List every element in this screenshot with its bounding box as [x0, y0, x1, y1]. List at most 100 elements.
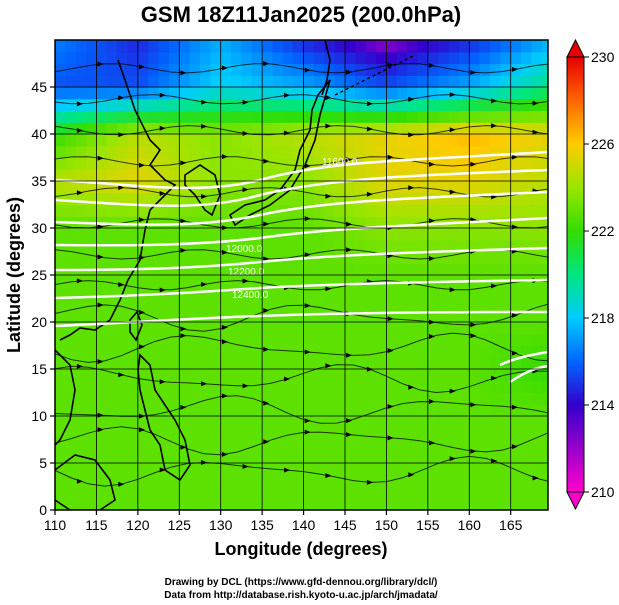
heatmap-cell — [168, 87, 180, 100]
heatmap-cell — [334, 75, 346, 88]
heatmap-cell — [65, 192, 77, 206]
heatmap-cell — [376, 51, 388, 65]
heatmap-cell — [386, 87, 398, 100]
heatmap-cell — [531, 369, 543, 382]
heatmap-cell — [458, 192, 470, 206]
heatmap-cell — [241, 110, 253, 123]
heatmap-cell — [334, 169, 346, 182]
heatmap-cell — [386, 427, 398, 441]
heatmap-cell — [96, 333, 108, 347]
heatmap-cell — [148, 369, 160, 382]
heatmap-cell — [200, 275, 211, 288]
heatmap-cell — [117, 98, 129, 112]
heatmap-cell — [106, 498, 118, 510]
heatmap-cell — [86, 181, 98, 194]
heatmap-cell — [168, 263, 180, 276]
heatmap-cell — [427, 286, 439, 300]
heatmap-cell — [417, 204, 429, 217]
heatmap-cell — [541, 98, 548, 112]
heatmap-cell — [386, 392, 398, 405]
heatmap-cell — [117, 228, 129, 241]
heatmap-cell — [148, 310, 160, 323]
heatmap-cell — [510, 75, 522, 88]
wind-arrow — [139, 217, 145, 223]
heatmap-cell — [479, 110, 491, 123]
heatmap-cell — [210, 275, 222, 288]
heatmap-cell — [386, 63, 398, 76]
heatmap-cell — [500, 298, 512, 311]
heatmap-cell — [220, 486, 232, 499]
heatmap-cell — [541, 404, 548, 417]
heatmap-cell — [65, 333, 77, 347]
heatmap-cell — [303, 145, 315, 159]
wind-arrow — [201, 281, 208, 287]
heatmap-cell — [469, 169, 481, 182]
x-tick-label: 125 — [168, 517, 192, 533]
heatmap-cell — [334, 98, 346, 112]
heatmap-cell — [200, 357, 211, 370]
wind-arrow — [470, 402, 477, 408]
heatmap-cell — [75, 416, 87, 429]
heatmap-cell — [479, 134, 491, 147]
heatmap-cell — [179, 486, 191, 499]
heatmap-cell — [448, 145, 460, 159]
heatmap-cell — [282, 122, 294, 135]
heatmap-cell — [376, 474, 388, 488]
heatmap-cell — [179, 345, 191, 358]
heatmap-cell — [407, 87, 419, 100]
heatmap-cell — [210, 404, 222, 417]
heatmap-cell — [521, 169, 533, 182]
heatmap-cell — [313, 451, 325, 464]
heatmap-cell — [531, 110, 543, 123]
heatmap-cell — [106, 474, 118, 488]
wind-arrow — [304, 303, 311, 309]
heatmap-cell — [137, 322, 149, 335]
heatmap-cell — [386, 369, 398, 382]
heatmap-cell — [531, 451, 543, 464]
heatmap-cell — [117, 157, 129, 170]
heatmap-cell — [531, 486, 543, 499]
heatmap-cell — [127, 357, 139, 370]
heatmap-cell — [313, 51, 325, 65]
heatmap-cell — [521, 157, 533, 170]
heatmap-cell — [500, 40, 512, 53]
heatmap-cell — [355, 298, 367, 311]
heatmap-cell — [148, 345, 160, 358]
heatmap-cell — [355, 98, 367, 112]
heatmap-cell — [282, 157, 294, 170]
heatmap-cell — [231, 263, 243, 276]
heatmap-cell — [510, 251, 522, 264]
heatmap-cell — [282, 451, 294, 464]
wind-arrow — [263, 158, 270, 164]
heatmap-cell — [313, 122, 325, 135]
coastline-asia — [59, 59, 177, 341]
heatmap-cell — [345, 251, 356, 264]
heatmap-cell — [417, 228, 429, 241]
heatmap-cell — [137, 451, 149, 464]
heatmap-cell — [96, 486, 108, 499]
heatmap-cell — [158, 134, 170, 147]
wind-arrow — [118, 185, 125, 191]
heatmap-cell — [210, 286, 222, 300]
coastline-kurils — [334, 54, 416, 96]
heatmap-cell — [396, 369, 408, 382]
wind-arrow — [118, 372, 125, 378]
heatmap-cell — [241, 298, 253, 311]
heatmap-cell — [106, 204, 118, 217]
heatmap-cell — [293, 239, 305, 253]
heatmap-cell — [479, 322, 491, 335]
heatmap-cell — [117, 63, 129, 76]
heatmap-cell — [158, 310, 170, 323]
heatmap-cell — [396, 40, 408, 53]
heatmap-cell — [158, 275, 170, 288]
heatmap-cell — [334, 286, 346, 300]
heatmap-cell — [365, 87, 377, 100]
heatmap-cell — [117, 298, 129, 311]
heatmap-cell — [386, 239, 398, 253]
heatmap-cell — [313, 333, 325, 347]
heatmap-cell — [241, 169, 253, 182]
heatmap-cell — [324, 63, 336, 76]
heatmap-cell — [127, 169, 139, 182]
heatmap-cell — [262, 216, 274, 229]
